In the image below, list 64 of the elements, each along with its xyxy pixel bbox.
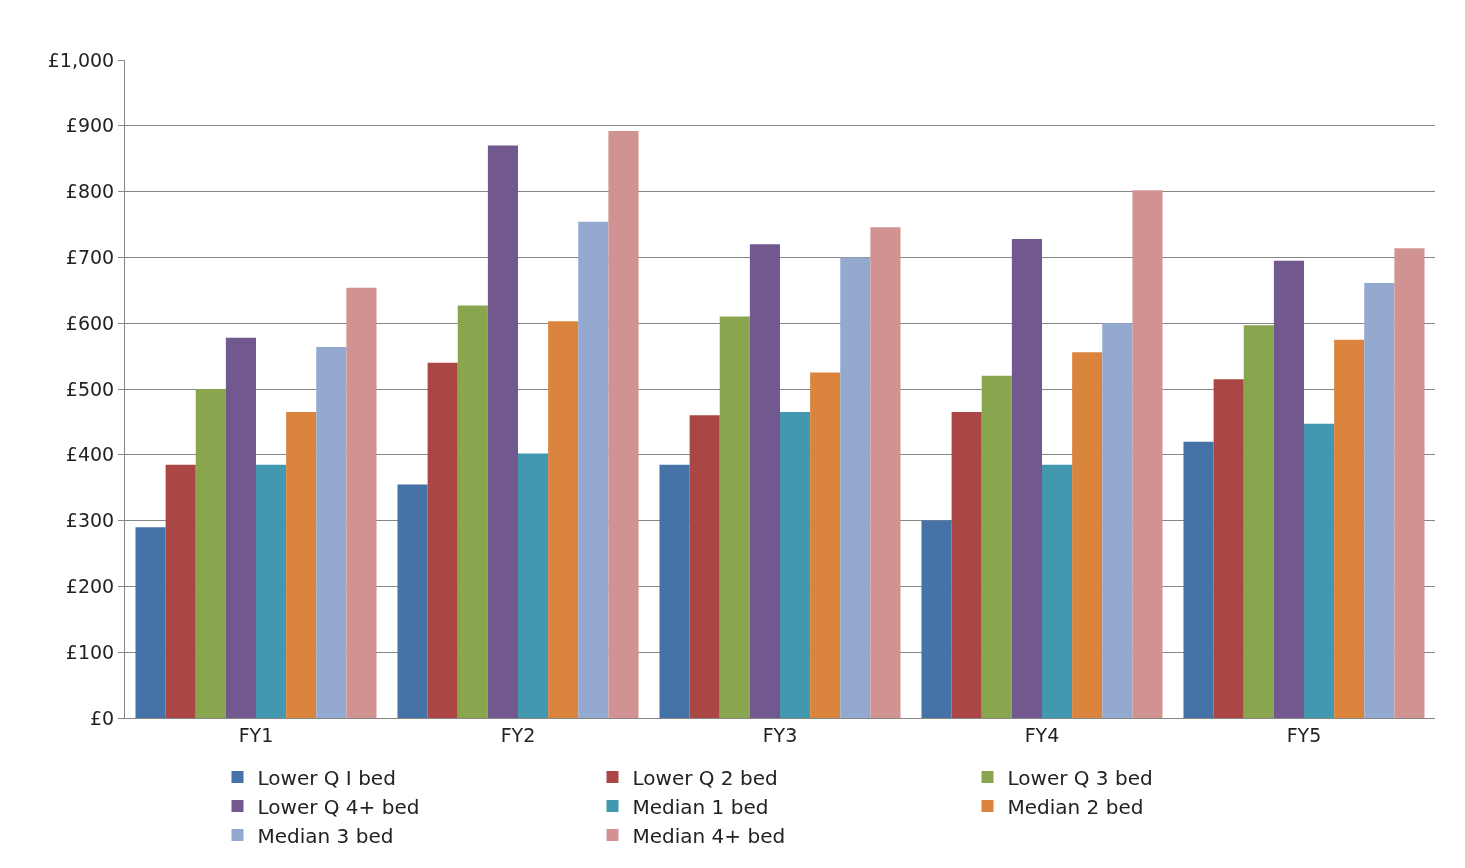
bar <box>165 464 196 718</box>
bar <box>286 412 317 718</box>
bar <box>810 372 841 718</box>
bar <box>870 227 901 718</box>
bar <box>1072 352 1103 718</box>
y-tick-label: £600 <box>65 311 115 334</box>
x-tick-label: FY5 <box>1286 723 1322 746</box>
legend-label: Median 3 bed <box>257 823 394 848</box>
y-tick-label: £400 <box>65 443 115 466</box>
bar <box>346 287 377 718</box>
x-tick-label: FY4 <box>1024 723 1060 746</box>
bar <box>1183 441 1214 718</box>
legend-label: Median 4+ bed <box>632 823 786 848</box>
bar <box>487 145 518 718</box>
bar <box>1102 323 1133 718</box>
bar <box>981 375 1012 718</box>
y-tick-label: £800 <box>65 180 115 203</box>
bar <box>256 464 287 718</box>
legend-label: Lower Q 4+ bed <box>257 794 420 819</box>
legend-label: Lower Q 2 bed <box>632 765 778 790</box>
y-tick-label: £100 <box>65 640 115 663</box>
bar <box>1132 190 1163 718</box>
bar <box>608 131 639 718</box>
bar <box>951 412 982 718</box>
bar <box>719 316 750 718</box>
bar <box>689 415 720 718</box>
legend-label: Lower Q I bed <box>257 765 396 790</box>
bar <box>457 305 488 718</box>
bar <box>518 453 549 718</box>
bar <box>135 527 166 718</box>
bar <box>1334 339 1365 718</box>
bar <box>780 412 811 718</box>
x-tick-label: FY1 <box>238 723 274 746</box>
y-tick-label: £700 <box>65 246 115 269</box>
y-tick-label: £200 <box>65 575 115 598</box>
legend-label: Lower Q 3 bed <box>1007 765 1153 790</box>
y-tick-label: £0 <box>90 706 115 729</box>
y-tick-label: £500 <box>65 377 115 400</box>
bar <box>659 464 690 718</box>
bar <box>840 257 871 718</box>
bar <box>749 244 780 718</box>
bar <box>397 484 428 718</box>
bar <box>195 389 226 718</box>
bar <box>1394 248 1425 718</box>
bar <box>1273 260 1304 718</box>
bar <box>1304 423 1335 718</box>
x-tick-label: FY3 <box>762 723 798 746</box>
bar <box>578 221 609 718</box>
bar <box>921 520 952 718</box>
bar <box>316 346 347 718</box>
bar <box>427 362 458 718</box>
bar <box>1364 283 1395 718</box>
legend-label: Median 2 bed <box>1007 794 1144 819</box>
bar <box>1243 325 1274 718</box>
y-tick-label: £300 <box>65 509 115 532</box>
x-tick-label: FY2 <box>500 723 536 746</box>
bar <box>1213 379 1244 718</box>
legend-label: Median 1 bed <box>632 794 769 819</box>
y-tick-label: £900 <box>65 114 115 137</box>
bar <box>1042 464 1073 718</box>
bar <box>225 337 256 718</box>
bar <box>548 321 579 718</box>
bar <box>1011 238 1042 718</box>
y-tick-label: £1,000 <box>47 48 115 71</box>
